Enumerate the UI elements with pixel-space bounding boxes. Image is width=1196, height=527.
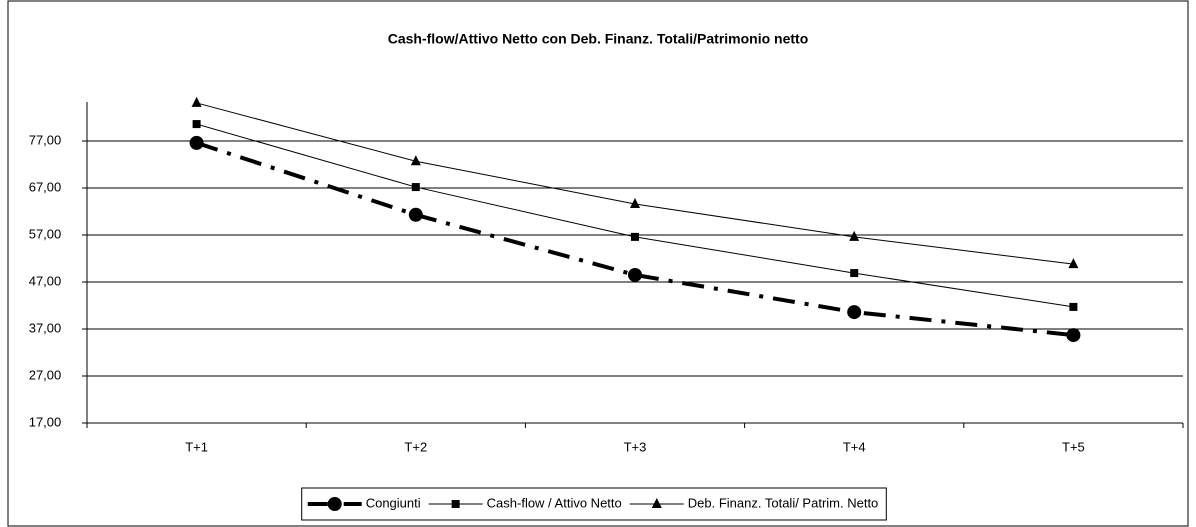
legend-label: Cash-flow / Attivo Netto [487,495,622,510]
legend-box [301,487,887,521]
marker [408,207,423,222]
y-tick-label: 37,00 [29,320,62,335]
marker [410,155,421,166]
legend-label: Congiunti [366,495,421,510]
legend-label: Deb. Finanz. Totali/ Patrim. Netto [688,495,879,510]
x-tick-label: T+4 [843,439,866,454]
x-tick-label: T+5 [1062,439,1085,454]
marker [628,267,642,282]
marker [849,230,860,241]
y-tick-label: 47,00 [29,273,62,288]
legend-item: Deb. Finanz. Totali/ Patrim. Netto [629,495,879,510]
marker [192,120,201,129]
marker [327,497,342,511]
marker [1069,302,1078,311]
marker [631,232,639,241]
y-tick-label: 67,00 [29,179,62,194]
legend: Congiunti Cash-flow / Attivo Netto Deb. Fi… [301,487,887,521]
y-tick-label: 27,00 [29,367,62,382]
marker [1066,328,1081,343]
legend-item: Congiunti [307,495,421,511]
marker [630,197,640,208]
marker [850,269,859,278]
series-line [195,140,1074,338]
legend-item: Cash-flow / Attivo Netto [428,495,622,510]
y-tick-label: 57,00 [29,226,62,241]
marker [451,500,460,508]
marker [847,305,862,320]
marker [1068,258,1079,269]
marker [411,183,420,192]
marker [651,498,662,508]
x-tick-label: T+2 [404,439,427,454]
y-tick-label: 17,00 [29,414,62,429]
x-tick-label: T+1 [185,439,208,454]
x-tick-label: T+3 [624,439,647,454]
marker [191,96,202,107]
marker [189,135,204,150]
y-tick-label: 77,00 [29,132,62,147]
chart-title: Cash-flow/Attivo Netto con Deb. Finanz. … [388,31,809,47]
